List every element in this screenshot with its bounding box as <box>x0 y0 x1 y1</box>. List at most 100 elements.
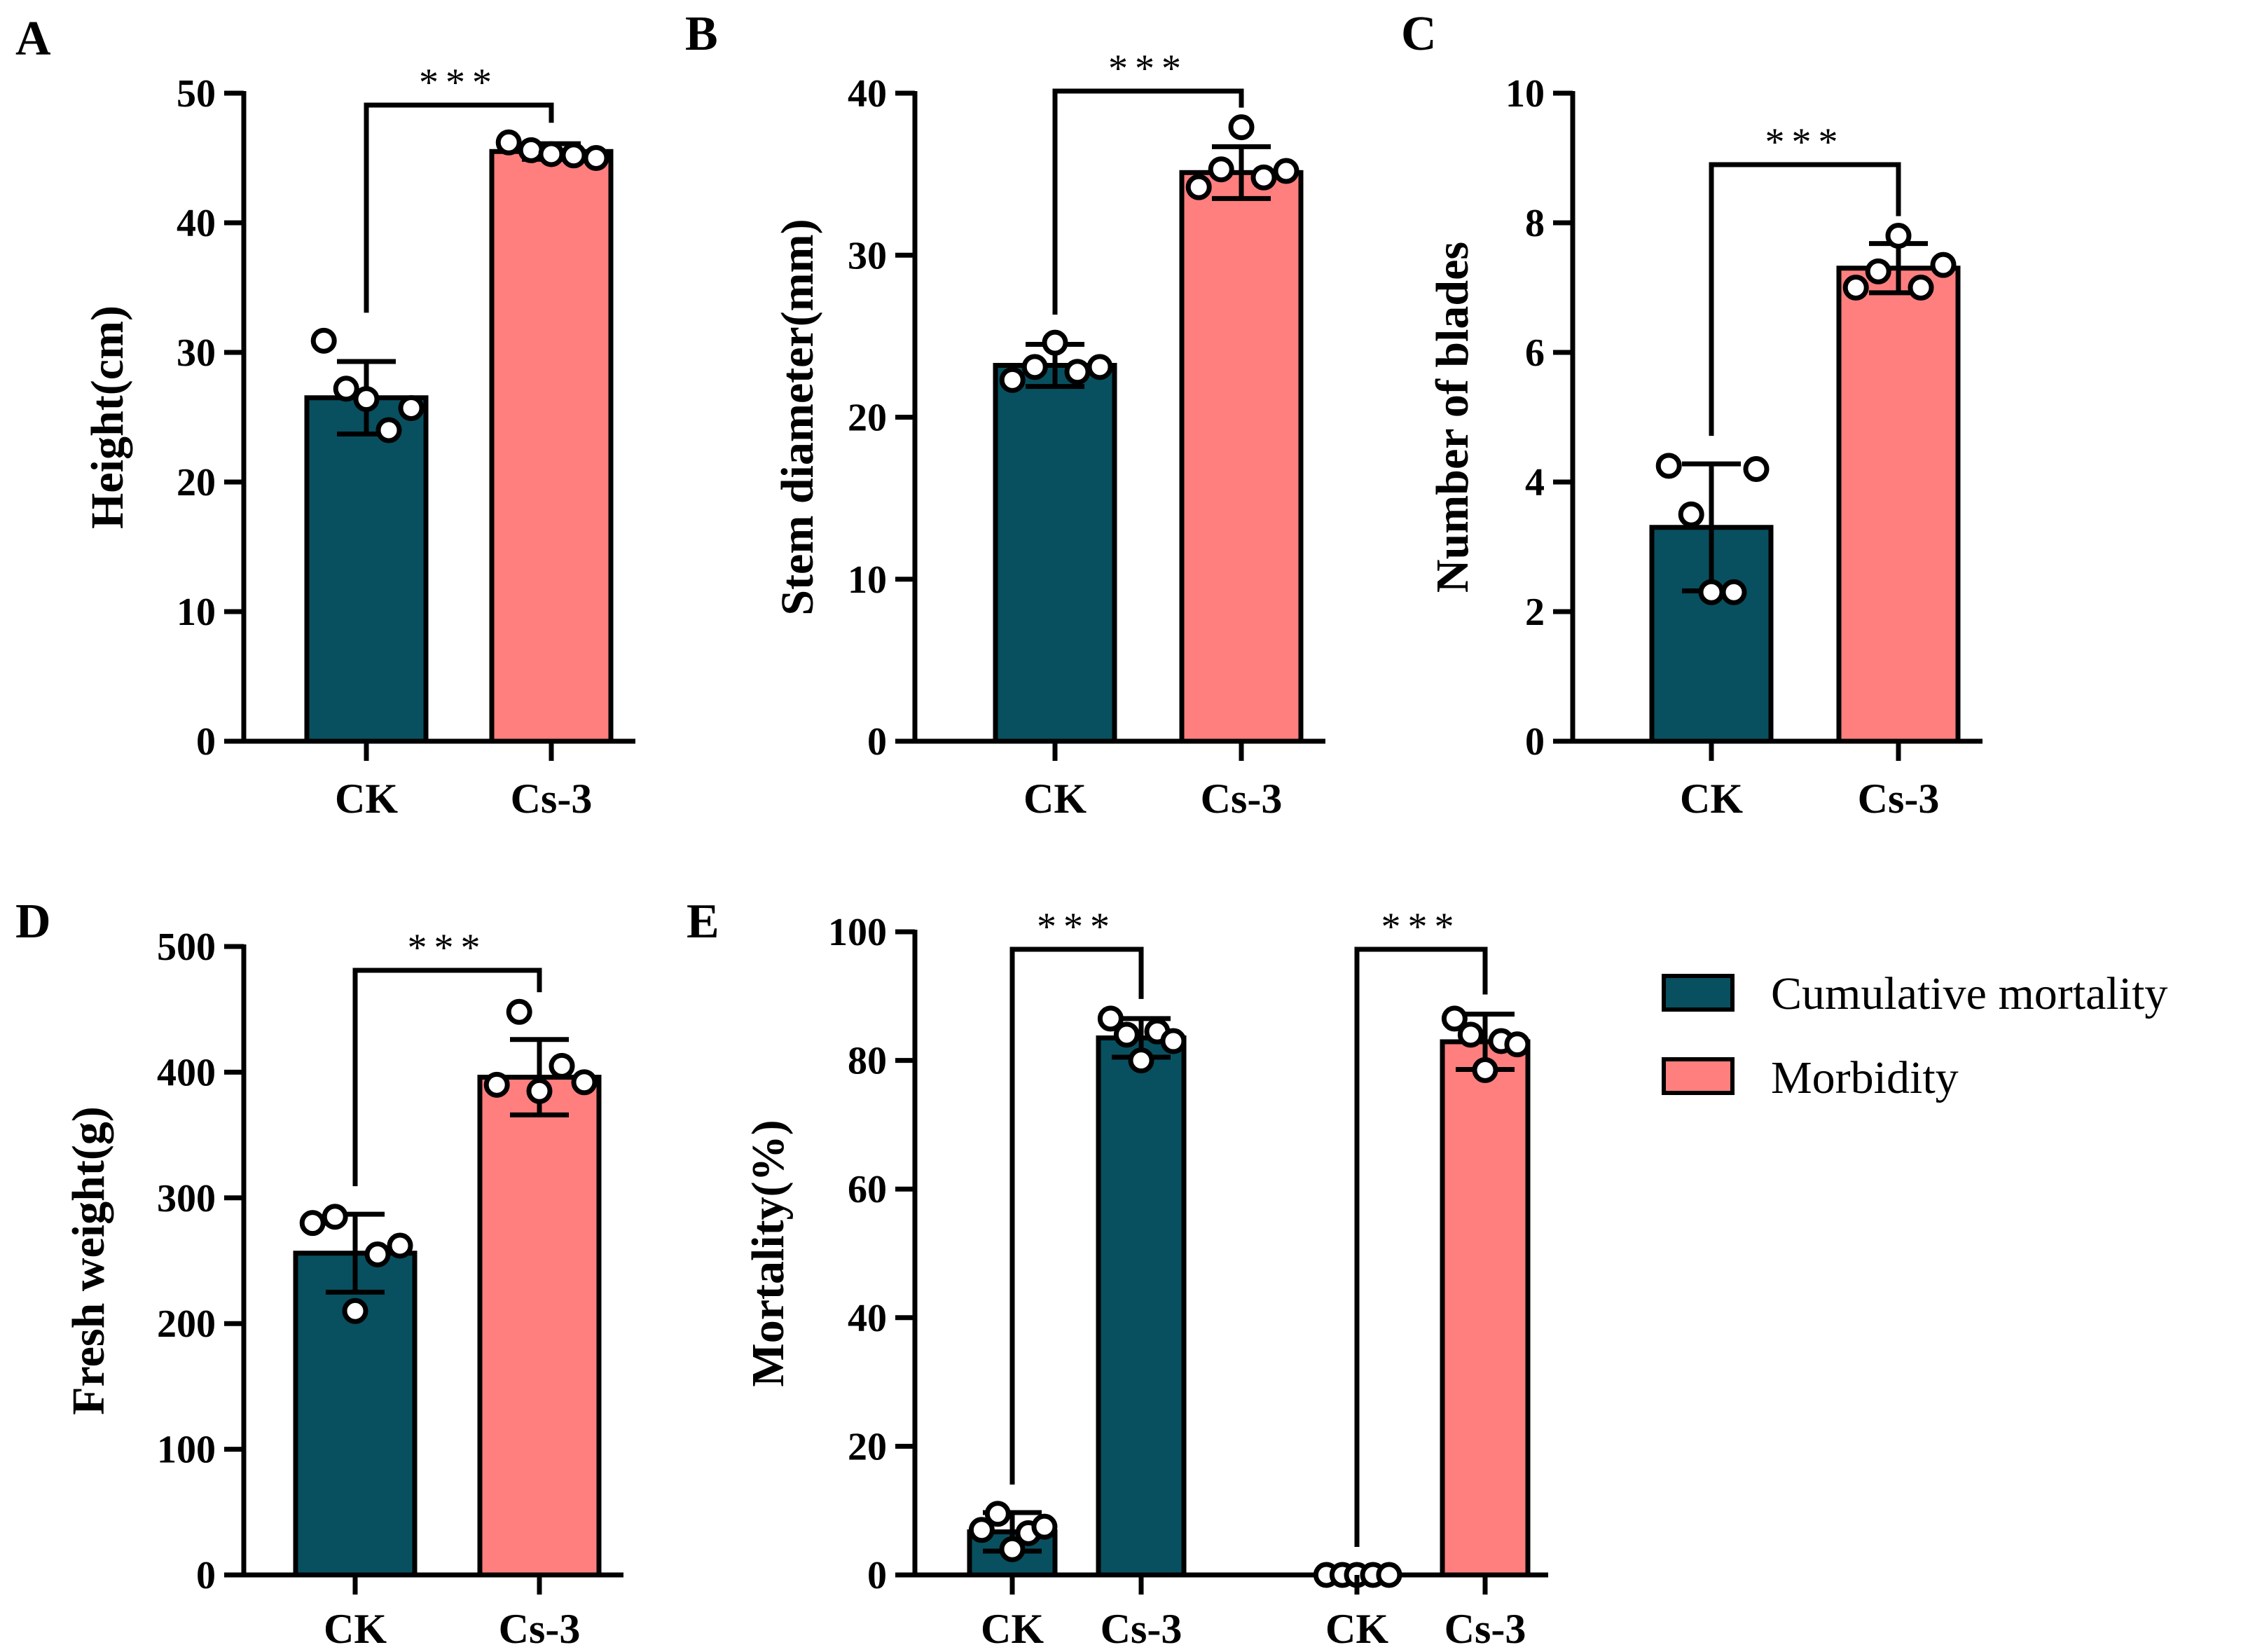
panel-e-data-point <box>1128 1047 1154 1074</box>
panel-b-bar-0 <box>993 363 1117 744</box>
panel-b-data-point <box>1208 156 1234 183</box>
panel-e-data-point <box>1457 1021 1484 1048</box>
panel-a: 0 10 20 30 40 50 Height(cm) CK Cs-3 *** <box>82 61 635 822</box>
panel-e-y-axis-label: Mortality(%) <box>743 1120 794 1386</box>
panel-e-bar-1 <box>1096 1035 1187 1578</box>
panel-a-significance-bracket <box>364 102 554 313</box>
panel-label-a: A <box>15 12 51 66</box>
panel-e-y-tick-label: 100 <box>828 911 887 954</box>
panel-a-y-tick-label: 30 <box>177 331 216 375</box>
panel-e-x-tick-label: Cs-3 <box>1444 1606 1526 1652</box>
panel-d-data-point <box>549 1052 575 1079</box>
panel-b-data-point <box>1273 158 1299 184</box>
panel-a-data-point <box>375 417 402 443</box>
panel-d-y-tick-label: 100 <box>157 1429 216 1472</box>
legend-label-morbidity: Morbidity <box>1771 1052 1959 1103</box>
panel-e-bar-3 <box>1440 1039 1531 1578</box>
panel-b-y-tick-label: 40 <box>848 72 887 116</box>
panel-b-data-point <box>1185 174 1212 200</box>
panel-d-y-tick-label: 200 <box>157 1302 216 1346</box>
panel-e-data-point <box>968 1517 995 1543</box>
panel-a-data-point <box>518 137 544 163</box>
panel-e-y-tick-label: 20 <box>848 1425 887 1468</box>
panel-c-data-point <box>1698 579 1725 605</box>
panel-a-y-tick-label: 40 <box>177 202 216 245</box>
panel-d-y-tick-label: 0 <box>196 1554 216 1597</box>
panel-c-significance-label: *** <box>1765 121 1845 164</box>
panel-a-data-point <box>333 376 359 402</box>
panel-c-data-point <box>1721 579 1747 605</box>
panel-e-data-point <box>999 1536 1026 1562</box>
legend-label-cumulative-mortality: Cumulative mortality <box>1771 968 2167 1019</box>
panel-label-d: D <box>15 895 51 949</box>
panel-label-e: E <box>687 895 719 949</box>
panel-e-data-point <box>1472 1056 1498 1083</box>
panel-e-data-point <box>1504 1031 1531 1058</box>
panel-d-data-point <box>322 1204 348 1230</box>
panel-c-data-point <box>1678 501 1704 528</box>
panel-d-data-point <box>506 998 532 1025</box>
panel-c-x-tick-label: Cs-3 <box>1858 776 1940 822</box>
panel-c-data-point <box>1743 456 1770 482</box>
panel-b-bar-1 <box>1179 170 1304 744</box>
panel-b-y-tick-label: 10 <box>848 558 887 602</box>
panel-a-y-tick-label: 20 <box>177 461 216 504</box>
panel-b-significance-label: *** <box>1108 47 1188 90</box>
panel-a-data-point <box>310 327 337 354</box>
panel-e-significance-label: *** <box>1037 905 1117 949</box>
panel-a-significance-label: *** <box>419 61 499 104</box>
panel-c: 0 2 4 6 8 10 Number of blades CK Cs-3 *** <box>1427 72 1983 822</box>
panel-c-data-point <box>1655 453 1682 479</box>
panel-d-y-tick-label: 400 <box>157 1051 216 1094</box>
panel-d-y-axis-label: Fresh weight(g) <box>63 1106 114 1415</box>
panel-d-data-point <box>364 1241 391 1268</box>
legend-swatch-morbidity <box>1662 1057 1735 1095</box>
panel-e-data-point <box>1031 1513 1058 1540</box>
panel-e-y-tick-label: 80 <box>848 1040 887 1083</box>
panel-e-x-tick-label: CK <box>1325 1606 1388 1652</box>
panel-c-y-tick-label: 8 <box>1525 202 1545 245</box>
panel-b-data-point <box>1250 164 1277 191</box>
panel-b-data-point <box>1064 359 1091 385</box>
panel-d-y-tick-label: 500 <box>157 925 216 969</box>
panel-c-data-point <box>1930 252 1957 278</box>
panel-d-data-point <box>571 1069 598 1096</box>
panel-e-significance-label: *** <box>1381 905 1461 949</box>
legend-swatch-cumulative-mortality <box>1662 974 1735 1012</box>
panel-e-data-point <box>1441 1005 1468 1032</box>
panel-label-b: B <box>685 7 718 61</box>
panel-c-data-point <box>1908 275 1934 301</box>
panel-c-y-tick-label: 10 <box>1505 72 1545 116</box>
panel-a-x-tick-label: Cs-3 <box>511 776 593 822</box>
panel-d-data-point <box>483 1071 510 1098</box>
panel-b-data-point <box>999 366 1026 393</box>
panel-a-data-point <box>560 142 587 169</box>
panel-b-y-tick-label: 0 <box>867 720 887 764</box>
panel-c-y-tick-label: 6 <box>1525 331 1545 375</box>
panel-a-bar-0 <box>304 395 429 744</box>
panel-b-data-point <box>1042 329 1068 356</box>
panel-d-data-point <box>299 1210 326 1237</box>
panel-b-y-axis-label: Stem diameter(mm) <box>772 219 823 615</box>
panel-c-bar-1 <box>1836 266 1961 744</box>
panel-d-y-tick-label: 300 <box>157 1177 216 1220</box>
panel-e-significance-bracket <box>1354 947 1488 1547</box>
panel-c-y-tick-label: 4 <box>1525 461 1545 504</box>
panel-d-data-point <box>526 1078 553 1104</box>
panel-e-data-point <box>1097 1005 1124 1032</box>
panel-a-y-tick-label: 50 <box>177 72 216 116</box>
panel-b-significance-bracket <box>1052 88 1244 315</box>
panel-c-x-tick-label: CK <box>1680 776 1743 822</box>
panel-c-y-tick-label: 2 <box>1525 591 1545 634</box>
panel-b-y-tick-label: 20 <box>848 397 887 440</box>
panel-a-y-axis-label: Height(cm) <box>82 305 133 529</box>
panel-c-data-point <box>1885 223 1912 249</box>
panel-b-data-point <box>1021 354 1048 380</box>
panel-label-c: C <box>1401 7 1437 61</box>
panel-b-x-tick-label: CK <box>1023 776 1087 822</box>
panel-a-data-point <box>583 145 609 171</box>
panel-a-data-point <box>398 395 425 422</box>
panel-b-y-tick-label: 30 <box>848 234 887 277</box>
panel-e-x-tick-label: CK <box>981 1606 1044 1652</box>
